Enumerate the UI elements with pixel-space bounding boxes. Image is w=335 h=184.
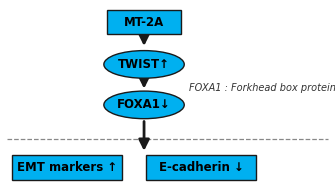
FancyBboxPatch shape	[12, 155, 122, 180]
FancyBboxPatch shape	[107, 10, 181, 34]
Text: EMT markers ↑: EMT markers ↑	[17, 161, 117, 174]
Text: MT-2A: MT-2A	[124, 16, 164, 29]
Text: FOXA1 : Forkhead box protein A1: FOXA1 : Forkhead box protein A1	[189, 83, 335, 93]
Text: E-cadherin ↓: E-cadherin ↓	[158, 161, 244, 174]
FancyBboxPatch shape	[146, 155, 256, 180]
Text: FOXA1↓: FOXA1↓	[117, 98, 171, 111]
Text: TWIST↑: TWIST↑	[118, 58, 170, 71]
Ellipse shape	[104, 91, 184, 119]
Ellipse shape	[104, 51, 184, 78]
